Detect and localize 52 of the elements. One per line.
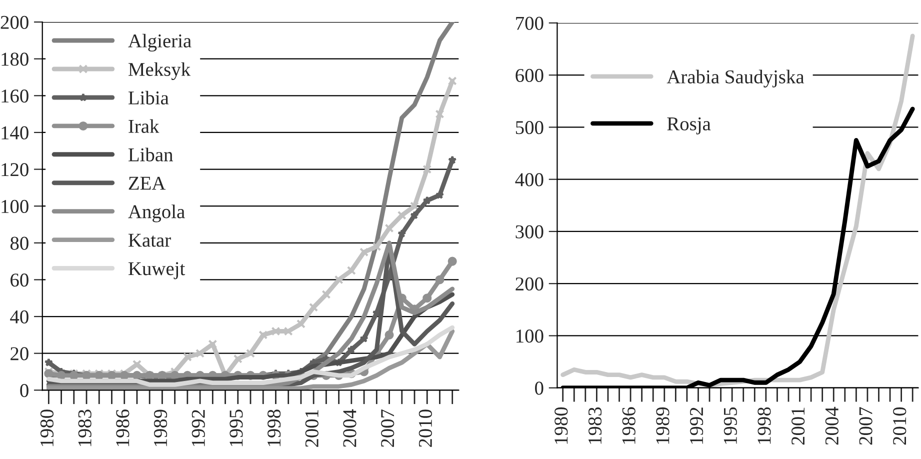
x-tick-label: 1995 [724, 407, 737, 444]
legend-label: Kuwejt [128, 262, 186, 280]
legend-label: Liban [128, 148, 173, 162]
x-tick-label: 2004 [343, 409, 356, 447]
y-tick-label: 100 [2, 200, 28, 214]
y-tick-label: 400 [515, 173, 544, 186]
y-tick-label: 180 [2, 52, 28, 66]
legend-label: Libia [128, 90, 169, 105]
legend-label: ZEA [128, 176, 166, 190]
legend-label: Arabia Saudyjska [666, 70, 804, 88]
legend-label: Rosja [667, 117, 711, 134]
x-tick-label: 2007 [381, 409, 394, 447]
y-tick-label: 160 [2, 89, 28, 103]
x-tick-label: 1998 [758, 407, 771, 444]
y-tick-label: 500 [516, 121, 544, 134]
y-tick-label: 700 [516, 16, 544, 30]
x-tick-label: 1980 [40, 410, 54, 446]
x-tick-label: 2001 [792, 408, 805, 445]
legend-label: Algieria [128, 34, 192, 52]
y-tick-label: 60 [10, 274, 28, 287]
legend-label: Angola [128, 204, 185, 222]
y-tick-label: 600 [516, 68, 544, 82]
x-tick-label: 1983 [588, 407, 602, 444]
y-tick-label: 120 [2, 163, 28, 176]
y-tick-label: 140 [2, 126, 28, 140]
x-tick-label: 1992 [690, 408, 704, 444]
y-tick-label: 0 [20, 384, 28, 398]
x-tick-label: 2004 [825, 406, 838, 445]
legend-label: Irak [128, 119, 160, 133]
x-tick-label: 1992 [192, 410, 205, 446]
x-tick-label: 2010 [418, 410, 432, 447]
y-tick-label: 200 [516, 277, 544, 291]
y-tick-label: 300 [516, 225, 544, 238]
legend-label: Meksyk [128, 62, 191, 80]
x-tick-label: 1989 [154, 410, 168, 446]
y-tick-label: 20 [10, 347, 28, 360]
y-tick-label: 80 [10, 236, 28, 250]
x-tick-label: 1995 [230, 410, 243, 446]
x-tick-label: 2001 [305, 410, 318, 447]
y-tick-label: 40 [10, 310, 28, 324]
y-tick-label: 0 [535, 382, 544, 395]
x-tick-label: 1983 [78, 410, 92, 446]
x-tick-label: 2007 [859, 407, 872, 445]
x-tick-label: 1989 [656, 407, 670, 444]
y-tick-label: 200 [0, 16, 28, 29]
x-tick-label: 2010 [893, 407, 906, 445]
x-tick-label: 1980 [554, 407, 568, 444]
x-tick-label: 1998 [267, 410, 281, 446]
x-tick-label: 1986 [116, 409, 130, 446]
x-tick-label: 1986 [622, 407, 636, 444]
legend-label: Katar [128, 234, 171, 247]
y-tick-label: 100 [516, 330, 544, 343]
